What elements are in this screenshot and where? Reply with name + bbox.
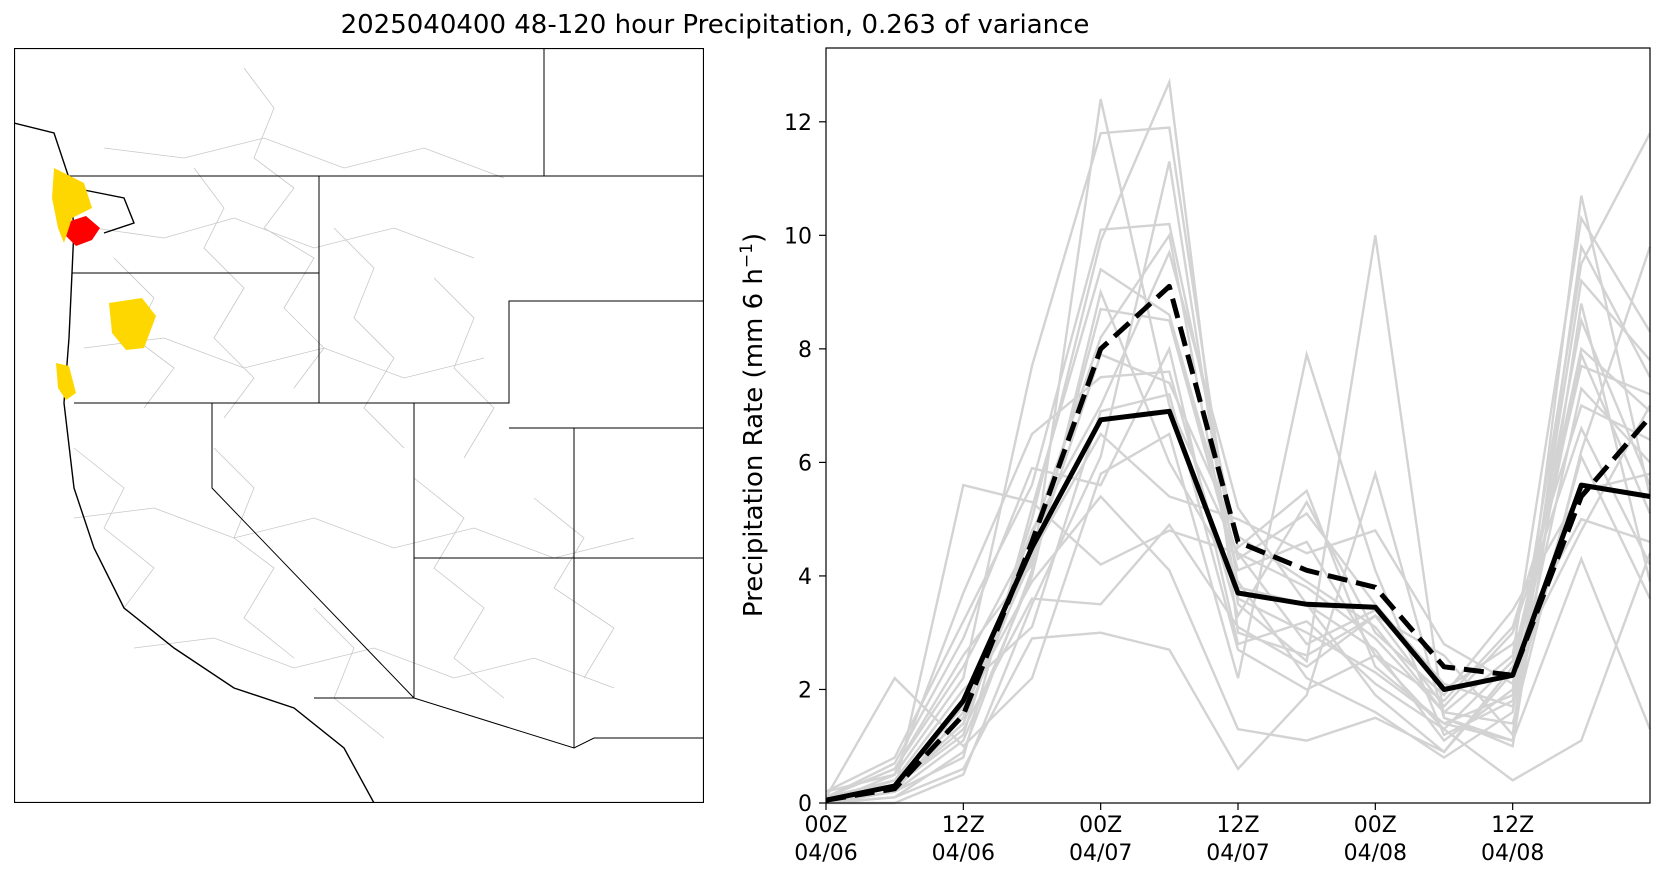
y-tick-label: 6 bbox=[798, 451, 812, 476]
ensemble-line bbox=[825, 469, 1652, 805]
x-tick-label-date: 04/08 bbox=[1344, 841, 1407, 866]
x-tick-label-date: 04/07 bbox=[1069, 841, 1132, 866]
y-tick-label: 0 bbox=[798, 792, 812, 817]
ensemble-line bbox=[825, 232, 1652, 799]
x-tick-label-date: 04/06 bbox=[794, 841, 857, 866]
chart-title: 2025040400 48-120 hour Precipitation, 0.… bbox=[340, 10, 1090, 40]
y-axis-label-text: Precipitation Rate (mm 6 h bbox=[739, 268, 769, 617]
dashed-series-line bbox=[825, 283, 1652, 803]
ensemble-line bbox=[825, 405, 1652, 805]
x-tick-label-time: 12Z bbox=[1491, 813, 1534, 838]
x-tick-label-time: 00Z bbox=[804, 813, 847, 838]
ensemble-line bbox=[825, 267, 1652, 805]
medium-area-north bbox=[52, 168, 92, 243]
x-tick-label-time: 12Z bbox=[942, 813, 985, 838]
plot-frame bbox=[825, 47, 1651, 804]
x-tick-label-date: 04/06 bbox=[932, 841, 995, 866]
high-area bbox=[64, 216, 100, 246]
basin-boundaries bbox=[73, 67, 635, 739]
solid-series-line bbox=[825, 408, 1651, 803]
series-lines bbox=[825, 283, 1652, 803]
ensemble-line bbox=[825, 392, 1651, 799]
x-tick-label-time: 00Z bbox=[1354, 813, 1397, 838]
y-axis-label: Precipitation Rate (mm 6 h−1) bbox=[737, 233, 769, 617]
state-borders bbox=[54, 48, 704, 749]
ensemble-line bbox=[825, 316, 1652, 805]
precipitation-areas bbox=[52, 168, 156, 400]
basin-map bbox=[14, 48, 704, 803]
y-tick-label: 8 bbox=[798, 338, 812, 363]
x-tick-label-date: 04/07 bbox=[1206, 841, 1269, 866]
y-tick-label: 10 bbox=[784, 224, 812, 249]
ensemble-line bbox=[825, 307, 1651, 799]
ensemble-line bbox=[825, 277, 1651, 805]
y-tick-label: 2 bbox=[798, 678, 812, 703]
y-tick-label: 12 bbox=[784, 111, 812, 136]
medium-area-south bbox=[56, 363, 76, 400]
y-axis: 0 2 4 6 8 10 12 bbox=[784, 111, 826, 817]
ensemble-line bbox=[825, 77, 1652, 799]
ensemble-line bbox=[825, 370, 1651, 793]
y-tick-label: 4 bbox=[798, 565, 812, 590]
ensemble-line bbox=[824, 349, 1651, 798]
y-axis-label-end: ) bbox=[739, 233, 769, 243]
ensemble-line bbox=[826, 161, 1652, 805]
x-tick-label-date: 04/08 bbox=[1481, 841, 1544, 866]
ensemble-line bbox=[825, 483, 1651, 805]
x-axis: 00Z 04/06 12Z 04/06 00Z 04/07 12Z 04/07 00Z 04/08… bbox=[794, 803, 1544, 866]
x-tick-label-time: 12Z bbox=[1216, 813, 1259, 838]
y-axis-label-sup: −1 bbox=[737, 243, 757, 268]
x-tick-label-time: 00Z bbox=[1079, 813, 1122, 838]
ensemble-line bbox=[825, 345, 1652, 799]
ensemble-lines bbox=[824, 77, 1652, 805]
ensemble-line bbox=[825, 425, 1652, 805]
medium-area-central bbox=[109, 298, 156, 350]
map-frame bbox=[14, 48, 704, 803]
